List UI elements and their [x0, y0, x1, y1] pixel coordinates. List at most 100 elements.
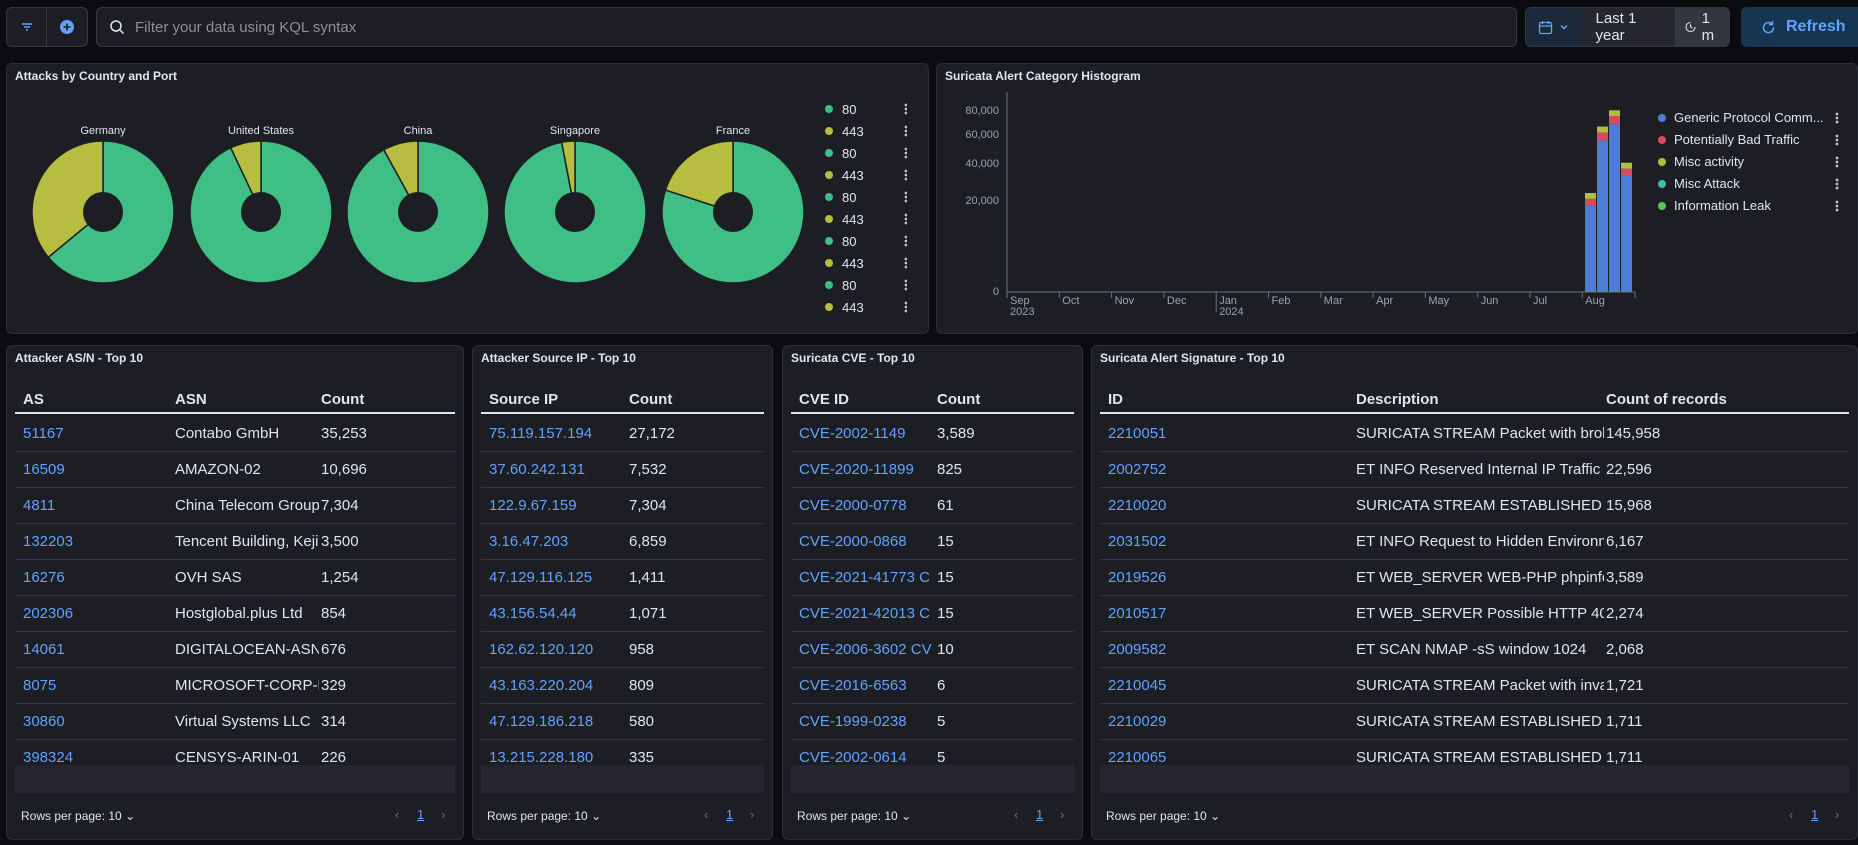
table-cell-link[interactable]: 2210020	[1108, 497, 1167, 514]
legend-actions-icon[interactable]	[904, 155, 907, 159]
table-cell-link[interactable]: 75.119.157.194	[489, 425, 593, 442]
kql-search-input[interactable]	[135, 18, 1435, 36]
table-cell-link[interactable]: 30860	[23, 713, 65, 730]
table-cell-link[interactable]: 16276	[23, 569, 65, 586]
table-cell-link[interactable]: 2210065	[1108, 749, 1167, 766]
column-header[interactable]: CVE ID	[799, 391, 850, 408]
legend-item-port-443[interactable]: 443	[825, 212, 907, 227]
column-header[interactable]: Description	[1356, 391, 1439, 408]
table-cell-link[interactable]: CVE-2002-1149	[799, 425, 906, 442]
legend-actions-icon[interactable]	[904, 199, 907, 203]
add-filter-button[interactable]	[47, 8, 87, 46]
prev-page-icon[interactable]: ‹	[1789, 807, 1794, 822]
refresh-interval[interactable]: 1 m	[1674, 8, 1729, 46]
table-cell-link[interactable]: 43.163.220.204	[489, 677, 594, 694]
table-cell-link[interactable]: CVE-2020-11899	[799, 461, 914, 478]
next-page-icon[interactable]: ›	[441, 807, 446, 822]
bar-segment-0[interactable]	[1585, 205, 1596, 292]
column-header[interactable]: ASN	[175, 391, 207, 408]
legend-actions-icon[interactable]	[904, 169, 907, 173]
legend-actions-icon[interactable]	[904, 103, 907, 107]
legend-actions-icon[interactable]	[904, 235, 907, 239]
legend-actions-icon[interactable]	[1835, 112, 1839, 116]
table-cell-link[interactable]: CVE-2021-42013 C	[799, 605, 930, 622]
table-cell-link[interactable]: 202306	[23, 605, 74, 622]
legend-actions-icon[interactable]	[904, 239, 907, 243]
table-cell-link[interactable]: 43.156.54.44	[489, 605, 577, 622]
table-cell-link[interactable]: 47.129.186.218	[489, 713, 594, 730]
table-cell-link[interactable]: 14061	[23, 641, 65, 658]
pie-slice-443[interactable]	[31, 140, 104, 259]
pie-france[interactable]: France	[661, 125, 805, 284]
legend-actions-icon[interactable]	[904, 217, 907, 221]
legend-actions-icon[interactable]	[904, 301, 907, 305]
legend-actions-icon[interactable]	[1835, 138, 1839, 142]
filter-menu-button[interactable]	[7, 8, 48, 46]
histogram-bar[interactable]	[1585, 193, 1596, 292]
legend-actions-icon[interactable]	[904, 107, 907, 111]
bar-segment-2[interactable]	[1585, 193, 1596, 199]
legend-actions-icon[interactable]	[904, 177, 907, 181]
histogram-legend-item[interactable]: Potentially Bad Traffic	[1658, 132, 1839, 147]
histogram-legend-item[interactable]: Generic Protocol Comm...	[1658, 110, 1839, 125]
table-cell-link[interactable]: 2210045	[1108, 677, 1167, 694]
legend-actions-icon[interactable]	[904, 257, 907, 261]
legend-actions-icon[interactable]	[904, 279, 907, 283]
legend-actions-icon[interactable]	[904, 151, 907, 155]
column-header[interactable]: ID	[1108, 391, 1123, 408]
column-header[interactable]: Source IP	[489, 391, 559, 408]
bar-segment-0[interactable]	[1621, 175, 1632, 292]
legend-actions-icon[interactable]	[904, 147, 907, 151]
legend-actions-icon[interactable]	[1835, 186, 1839, 190]
table-cell-link[interactable]: 2019526	[1108, 569, 1167, 586]
page-number[interactable]: 1	[1811, 807, 1819, 822]
legend-actions-icon[interactable]	[904, 133, 907, 137]
legend-actions-icon[interactable]	[904, 309, 907, 313]
legend-actions-icon[interactable]	[904, 305, 907, 309]
legend-actions-icon[interactable]	[904, 265, 907, 269]
histogram-bar[interactable]	[1609, 110, 1620, 292]
legend-actions-icon[interactable]	[1835, 134, 1839, 138]
histogram-legend-item[interactable]: Misc activity	[1658, 154, 1839, 169]
table-cell-link[interactable]: 47.129.116.125	[489, 569, 593, 586]
pie-slice-443[interactable]	[664, 140, 734, 214]
next-page-icon[interactable]: ›	[1060, 807, 1065, 822]
legend-actions-icon[interactable]	[904, 221, 907, 225]
prev-page-icon[interactable]: ‹	[1014, 807, 1019, 822]
pie-china[interactable]: China	[346, 125, 490, 284]
legend-actions-icon[interactable]	[1835, 142, 1839, 146]
table-cell-link[interactable]: 122.9.67.159	[489, 497, 577, 514]
legend-actions-icon[interactable]	[1835, 200, 1839, 204]
table-cell-link[interactable]: 2210051	[1108, 425, 1167, 442]
legend-item-port-443[interactable]: 443	[825, 256, 907, 271]
legend-actions-icon[interactable]	[904, 287, 907, 291]
table-cell-link[interactable]: 162.62.120.120	[489, 641, 594, 658]
table-cell-link[interactable]: 2031502	[1108, 533, 1167, 550]
legend-item-port-443[interactable]: 443	[825, 168, 907, 183]
legend-actions-icon[interactable]	[904, 283, 907, 287]
table-cell-link[interactable]: 2002752	[1108, 461, 1167, 478]
legend-actions-icon[interactable]	[1835, 204, 1839, 208]
bar-segment-1[interactable]	[1585, 198, 1596, 206]
prev-page-icon[interactable]: ‹	[395, 807, 400, 822]
legend-item-port-80[interactable]: 80	[825, 278, 907, 293]
page-number[interactable]: 1	[417, 807, 425, 822]
legend-item-port-443[interactable]: 443	[825, 124, 907, 139]
table-cell-link[interactable]: CVE-2002-0614	[799, 749, 907, 766]
column-header[interactable]: Count	[629, 391, 673, 408]
legend-actions-icon[interactable]	[904, 243, 907, 247]
legend-item-port-80[interactable]: 80	[825, 234, 907, 249]
bar-segment-2[interactable]	[1609, 110, 1620, 117]
legend-actions-icon[interactable]	[1835, 156, 1839, 160]
legend-actions-icon[interactable]	[1835, 160, 1839, 164]
refresh-button[interactable]: Refresh	[1741, 7, 1858, 47]
pie-singapore[interactable]: Singapore	[503, 125, 647, 284]
table-cell-link[interactable]: 2009582	[1108, 641, 1167, 658]
table-cell-link[interactable]: CVE-2021-41773 C	[799, 569, 930, 586]
table-cell-link[interactable]: 2010517	[1108, 605, 1167, 622]
histogram-bar[interactable]	[1621, 162, 1632, 292]
legend-actions-icon[interactable]	[904, 129, 907, 133]
legend-actions-icon[interactable]	[904, 195, 907, 199]
table-cell-link[interactable]: CVE-2006-3602 CV	[799, 641, 932, 658]
table-cell-link[interactable]: 4811	[23, 497, 56, 514]
